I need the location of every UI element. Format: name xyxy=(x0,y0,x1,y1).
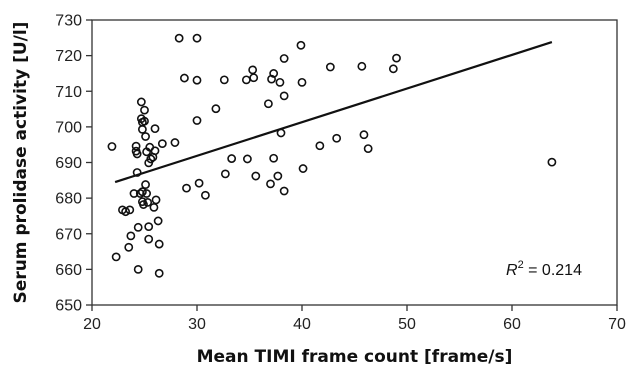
data-point xyxy=(133,264,143,274)
data-point xyxy=(298,164,308,173)
data-point xyxy=(182,183,191,193)
data-point xyxy=(150,124,160,134)
data-point xyxy=(137,124,147,134)
r-squared-value: = 0.214 xyxy=(524,262,582,279)
data-point xyxy=(269,69,279,78)
data-point xyxy=(266,179,275,189)
data-point xyxy=(547,157,557,167)
data-point xyxy=(136,97,146,107)
data-point xyxy=(279,91,289,101)
data-point xyxy=(227,154,237,163)
y-tick-label: 700 xyxy=(55,119,82,136)
data-point xyxy=(192,116,202,125)
data-point xyxy=(220,169,230,179)
data-point xyxy=(249,73,259,83)
data-point xyxy=(211,104,221,114)
data-point xyxy=(144,222,154,232)
data-point xyxy=(263,99,273,109)
data-point xyxy=(315,141,325,151)
data-point xyxy=(140,105,149,115)
data-point xyxy=(135,189,145,198)
y-axis-title: Serum prolidase activity [U/l] xyxy=(11,22,31,304)
x-axis-title: Mean TIMI frame count [frame/s] xyxy=(197,347,513,367)
data-point xyxy=(153,216,163,226)
y-tick-label: 690 xyxy=(55,155,82,172)
data-point xyxy=(388,64,398,74)
data-point xyxy=(126,231,136,241)
data-point xyxy=(192,33,202,43)
y-tick-label: 730 xyxy=(55,13,82,30)
data-point xyxy=(157,139,167,149)
data-point xyxy=(111,252,121,262)
x-tick-label: 20 xyxy=(83,316,101,333)
data-point xyxy=(279,54,289,63)
data-point xyxy=(154,268,164,278)
r-superscript: 2 xyxy=(518,259,524,271)
y-tick-label: 660 xyxy=(55,262,82,279)
data-point xyxy=(200,190,210,200)
data-point xyxy=(269,153,279,163)
y-tick-label: 670 xyxy=(55,226,82,243)
data-point xyxy=(137,187,147,197)
data-point xyxy=(151,195,161,205)
data-point xyxy=(149,202,159,212)
data-point xyxy=(219,75,229,85)
data-point xyxy=(124,242,134,252)
y-tick-label: 710 xyxy=(55,84,82,101)
data-point xyxy=(241,75,251,85)
data-point xyxy=(121,207,130,217)
data-point xyxy=(174,33,184,43)
x-tick-label: 60 xyxy=(503,316,521,333)
data-point xyxy=(357,61,367,71)
data-point xyxy=(392,53,401,63)
y-tick-label: 680 xyxy=(55,191,82,208)
data-point xyxy=(142,189,151,198)
data-point xyxy=(141,180,150,189)
data-point xyxy=(170,138,180,147)
data-point xyxy=(125,205,135,215)
data-point xyxy=(139,200,148,209)
x-tick-label: 50 xyxy=(398,316,416,333)
data-point xyxy=(251,171,261,181)
data-point xyxy=(332,133,342,143)
data-point xyxy=(192,75,202,85)
x-tick-label: 70 xyxy=(608,316,626,333)
data-point xyxy=(194,178,204,188)
data-point xyxy=(273,171,283,181)
data-point xyxy=(296,40,306,50)
data-point xyxy=(129,189,139,198)
trend-line xyxy=(114,41,553,184)
data-point xyxy=(140,116,149,126)
y-tick-label: 650 xyxy=(55,298,82,315)
r-squared-annotation: R2 = 0.214 xyxy=(506,259,582,279)
data-point xyxy=(275,77,285,87)
data-point xyxy=(363,144,373,154)
r-symbol: R xyxy=(506,262,518,279)
data-point xyxy=(279,186,289,196)
data-point xyxy=(248,65,258,75)
data-point xyxy=(141,132,150,141)
x-tick-label: 40 xyxy=(293,316,311,333)
data-point xyxy=(146,154,156,164)
x-tick-label: 30 xyxy=(188,316,206,333)
data-point xyxy=(359,130,369,140)
data-point xyxy=(133,222,143,232)
data-point xyxy=(132,149,142,159)
data-point xyxy=(143,197,153,207)
data-point xyxy=(325,62,335,72)
data-point xyxy=(150,146,160,156)
data-point xyxy=(107,142,117,151)
y-tick-label: 720 xyxy=(55,48,82,65)
data-point xyxy=(242,154,252,164)
data-point xyxy=(179,73,189,83)
data-point xyxy=(297,77,307,87)
data-point xyxy=(144,234,154,244)
data-point xyxy=(154,239,164,249)
